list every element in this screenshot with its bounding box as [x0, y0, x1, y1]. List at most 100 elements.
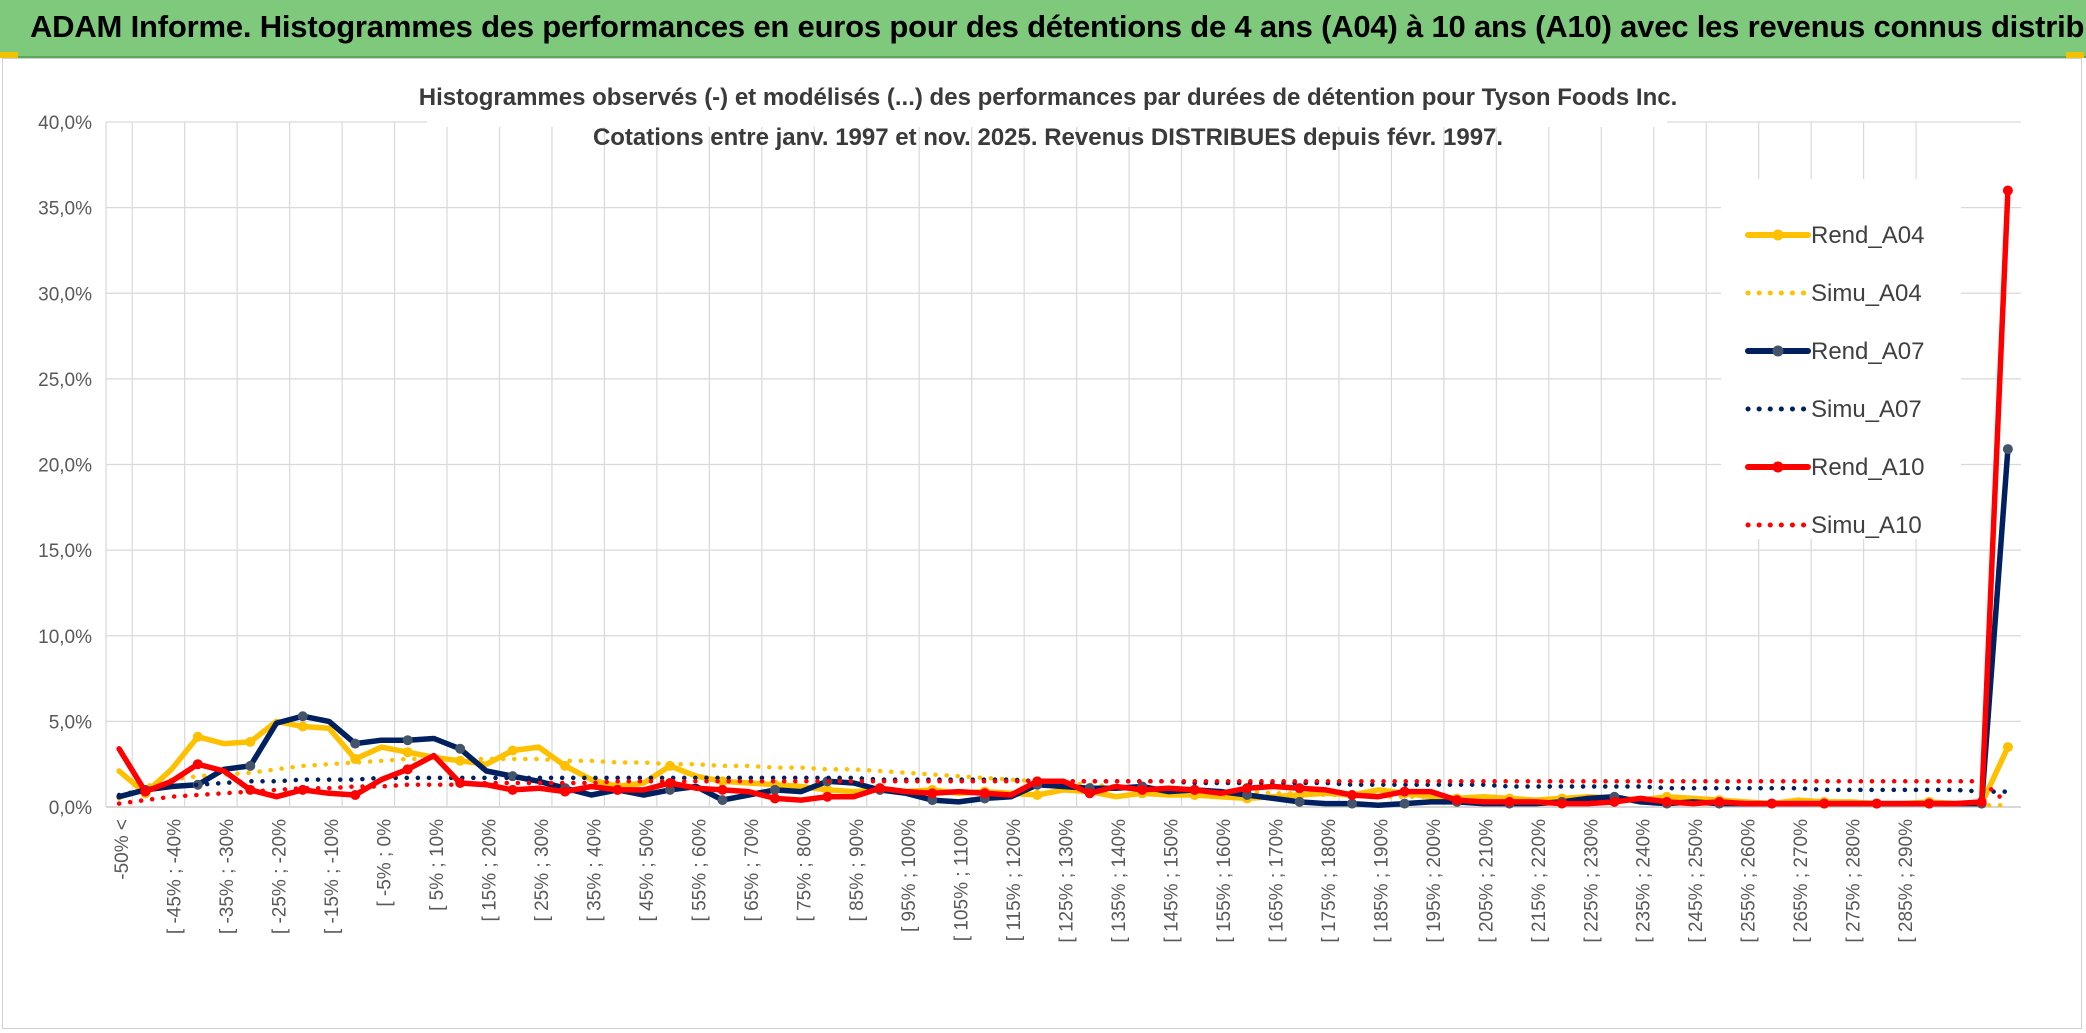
data-point	[769, 784, 780, 795]
x-tick-label: [ 275% ; 280%	[1844, 819, 1865, 943]
data-point	[245, 736, 256, 747]
chart-subtitle: Cotations entre janv. 1997 et nov. 2025.…	[593, 124, 1503, 151]
x-tick-label: [ 115% ; 120%	[1004, 819, 1025, 941]
data-point	[1924, 798, 1935, 809]
y-tick-label: 0,0%	[49, 798, 92, 819]
data-point	[245, 760, 256, 771]
data-point	[297, 711, 308, 722]
x-tick-label: [ 285% ; 290%	[1896, 819, 1917, 943]
title-background	[427, 63, 1667, 127]
x-tick-label: [ -15% ; -10%	[322, 819, 343, 934]
x-tick-label: [ 265% ; 270%	[1791, 819, 1812, 943]
x-tick-label: [ 195% ; 200%	[1424, 819, 1445, 943]
data-point	[1242, 783, 1253, 794]
y-tick-label: 30,0%	[38, 284, 92, 305]
x-tick-label: [ 185% ; 190%	[1371, 819, 1392, 943]
gridlines	[105, 121, 2021, 808]
data-point	[612, 784, 623, 795]
legend-label: Rend_A10	[1811, 454, 1924, 481]
data-point	[2002, 185, 2013, 196]
data-point	[1766, 798, 1777, 809]
x-tick-label: [ 145% ; 150%	[1162, 819, 1183, 943]
data-point	[717, 795, 728, 806]
x-tick-label: [ 225% ; 230%	[1581, 819, 1602, 943]
data-point	[769, 793, 780, 804]
header-banner: ADAM Informe. Histogrammes des performan…	[0, 0, 2086, 58]
x-tick-label: [ 215% ; 220%	[1529, 819, 1550, 943]
legend-label: Simu_A04	[1811, 280, 1922, 307]
data-point	[1976, 796, 1987, 807]
x-tick-label: [ -45% ; -40%	[165, 819, 186, 934]
y-tick-label: 5,0%	[49, 712, 92, 733]
data-point	[822, 791, 833, 802]
x-tick-label: [ 85% ; 90%	[847, 819, 868, 922]
data-point	[1661, 796, 1672, 807]
legend-label: Simu_A07	[1811, 396, 1922, 423]
x-tick-label: [ -35% ; -30%	[217, 819, 238, 934]
x-tick-label: [ 55% ; 60%	[689, 819, 710, 922]
x-tick-label: [ 165% ; 170%	[1266, 819, 1287, 943]
y-tick-label: 25,0%	[38, 370, 92, 391]
data-point	[822, 784, 833, 795]
data-point	[927, 795, 938, 806]
legend-label: Simu_A10	[1811, 512, 1922, 539]
x-tick-label: [ 255% ; 260%	[1739, 819, 1760, 943]
data-point	[717, 776, 728, 787]
report-title: ADAM Informe. Histogrammes des performan…	[30, 9, 2086, 44]
x-tick-label: [ -5% ; 0%	[375, 819, 396, 907]
x-tick-label: [ 135% ; 140%	[1109, 819, 1130, 943]
corner-mark	[2066, 52, 2084, 58]
x-tick-label: [ 5% ; 10%	[427, 819, 448, 911]
data-point	[1294, 783, 1305, 794]
x-tick-label: [ 95% ; 100%	[899, 819, 920, 932]
data-point	[297, 721, 308, 732]
data-point	[402, 735, 413, 746]
data-point	[455, 743, 466, 754]
data-point	[1819, 798, 1830, 809]
x-tick-label: [ 15% ; 20%	[479, 819, 500, 922]
data-point	[717, 784, 728, 795]
data-point	[140, 786, 151, 797]
legend-marker	[1772, 345, 1784, 357]
data-point	[1347, 790, 1358, 801]
legend-marker	[1772, 229, 1784, 241]
data-point	[402, 764, 413, 775]
data-point	[874, 783, 885, 794]
x-tick-label: [ 45% ; 50%	[637, 819, 658, 922]
data-point	[1399, 798, 1410, 809]
data-point	[507, 771, 518, 782]
data-point	[927, 788, 938, 799]
legend-label: Rend_A07	[1811, 338, 1924, 365]
data-point	[665, 784, 676, 795]
y-tick-label: 35,0%	[38, 199, 92, 220]
data-point	[350, 738, 361, 749]
data-point	[1399, 786, 1410, 797]
data-point	[560, 786, 571, 797]
x-axis-ticks: -50% < [ -45% ; -40% [ -35% ; -30% [ -25% ;…	[112, 819, 1917, 943]
x-tick-label: [ 235% ; 240%	[1634, 819, 1655, 943]
data-point	[507, 784, 518, 795]
x-tick-label: [ 155% ; 160%	[1214, 819, 1235, 943]
data-point	[350, 790, 361, 801]
x-tick-label: [ 35% ; 40%	[584, 819, 605, 922]
data-point	[1714, 796, 1725, 807]
legend-box	[1721, 179, 1961, 539]
data-point	[1556, 798, 1567, 809]
data-point	[1871, 798, 1882, 809]
data-point	[1137, 784, 1148, 795]
data-point	[192, 731, 203, 742]
data-point	[1609, 796, 1620, 807]
chart-frame: 0,0% 5,0% 10,0% 15,0% 20,0% 25,0% 30,0% 35,0% 40…	[2, 58, 2082, 1029]
x-tick-label: [ 25% ; 30%	[532, 819, 553, 922]
legend: Rend_A04 Simu_A04 Rend_A07 Simu_A07 Rend_A10…	[1721, 179, 1961, 539]
data-point	[2002, 742, 2013, 753]
x-tick-label: [ 75% ; 80%	[794, 819, 815, 922]
legend-label: Rend_A04	[1811, 222, 1924, 249]
y-axis-ticks: 0,0% 5,0% 10,0% 15,0% 20,0% 25,0% 30,0% 35,0% 40…	[38, 113, 92, 819]
y-tick-label: 15,0%	[38, 541, 92, 562]
series-line-simu-a10	[116, 779, 2011, 806]
x-tick-label: [ -25% ; -20%	[270, 819, 291, 934]
x-tick-label: [ 65% ; 70%	[742, 819, 763, 922]
y-tick-label: 20,0%	[38, 456, 92, 477]
data-point	[1294, 796, 1305, 807]
